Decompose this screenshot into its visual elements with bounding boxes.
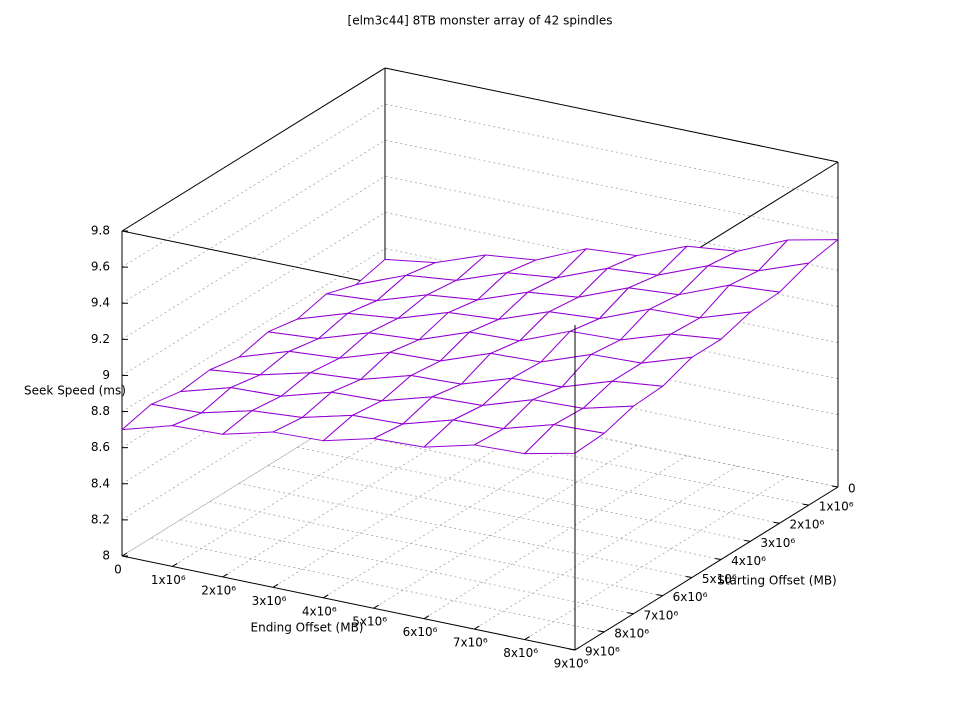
box-edge [121, 555, 576, 651]
tick-mark [802, 503, 809, 506]
z-tick-label: 9.8 [91, 224, 110, 238]
grid-line [121, 67, 839, 232]
chart-title: [elm3c44] 8TB monster array of 42 spindl… [348, 14, 613, 28]
tick-mark [773, 521, 780, 524]
tick-mark [627, 612, 634, 615]
x-tick-label: 4x10⁶ [302, 604, 337, 618]
tick-mark [373, 604, 379, 609]
grid-line [151, 537, 605, 633]
grid-line [384, 392, 839, 488]
y-tick-label: 0 [848, 482, 856, 496]
y-axis-label: Starting Offset (MB) [717, 574, 837, 588]
grid-line [373, 444, 637, 609]
grid-line [326, 428, 780, 524]
y-tick-label: 1x10⁶ [819, 500, 854, 514]
y-tick-label: 9x10⁶ [585, 645, 620, 659]
x-tick-label: 6x10⁶ [403, 625, 438, 639]
z-axis-label: Seek Speed (ms) [24, 384, 126, 398]
tick-mark [423, 615, 430, 620]
y-tick-label: 2x10⁶ [790, 518, 825, 532]
grid-line [121, 103, 839, 268]
box-edge [574, 486, 839, 651]
z-tick-label: 8.8 [91, 404, 110, 418]
y-tick-label: 3x10⁶ [760, 536, 795, 550]
grid-line [474, 465, 738, 630]
tick-mark [568, 648, 576, 651]
tick-mark [524, 636, 530, 640]
tick-mark [598, 630, 605, 633]
grid-line [180, 519, 634, 615]
tick-mark [685, 576, 692, 579]
grid-line [268, 465, 722, 560]
y-tick-label: 4x10⁶ [731, 554, 766, 568]
tick-mark [172, 563, 178, 567]
y-tick-label: 5x10⁶ [702, 572, 737, 586]
z-tick-label: 9 [102, 368, 110, 382]
x-tick-label: 3x10⁶ [252, 594, 287, 608]
grid-line [297, 446, 751, 542]
box-edge [121, 67, 386, 232]
y-tick-label: 8x10⁶ [614, 626, 649, 640]
tick-mark [656, 594, 663, 597]
z-tick-label: 9.2 [91, 332, 110, 346]
grid-line [423, 455, 688, 619]
grid-line [524, 476, 788, 640]
grid-line [355, 410, 809, 506]
grid-line [272, 424, 537, 588]
z-tick-label: 8.2 [91, 512, 110, 526]
box-edge [384, 67, 839, 163]
x-tick-label: 0 [114, 563, 122, 577]
tick-mark [831, 485, 839, 488]
tick-mark [272, 583, 279, 588]
tick-mark [474, 625, 480, 630]
z-tick-label: 8.4 [91, 476, 110, 490]
grid-line [209, 501, 663, 597]
x-tick-label: 7x10⁶ [453, 636, 488, 650]
z-tick-label: 8 [102, 549, 110, 563]
x-axis-label: Ending Offset (MB) [251, 621, 364, 635]
tick-mark [222, 573, 228, 578]
z-tick-label: 8.6 [91, 440, 110, 454]
tick-mark [715, 557, 722, 560]
grid-line [323, 434, 587, 599]
x-tick-label: 8x10⁶ [503, 646, 538, 660]
grid-line [238, 483, 692, 578]
tick-mark [323, 594, 329, 599]
tick-mark [744, 539, 751, 542]
x-tick-label: 1x10⁶ [151, 573, 186, 587]
x-tick-label: 2x10⁶ [201, 583, 236, 597]
y-tick-label: 7x10⁶ [643, 608, 678, 622]
z-tick-label: 9.4 [91, 296, 110, 310]
x-tick-label: 9x10⁶ [554, 657, 589, 671]
z-tick-label: 9.6 [91, 260, 110, 274]
x-tick-label: 5x10⁶ [352, 615, 387, 629]
tick-mark [574, 646, 581, 651]
y-tick-label: 6x10⁶ [673, 590, 708, 604]
tick-mark [121, 552, 128, 557]
